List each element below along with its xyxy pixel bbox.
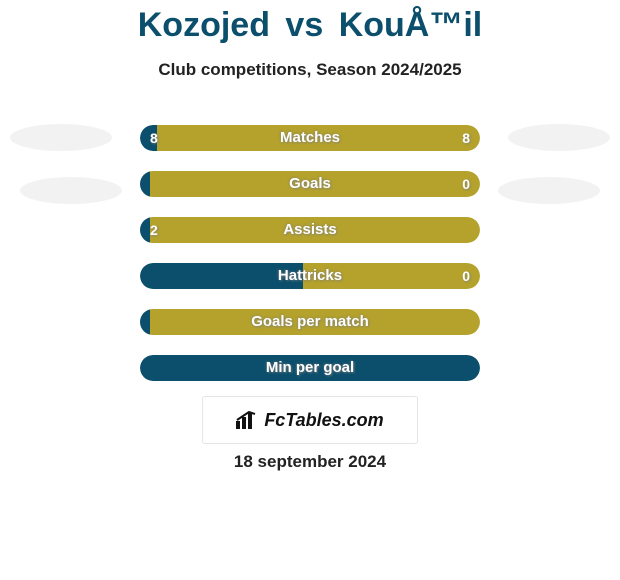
stat-bar-a	[140, 355, 480, 381]
title-team-b: KouÅ™il	[339, 6, 483, 44]
brand-box: FcTables.com	[203, 397, 417, 443]
stat-row-goals-per-match: Goals per match	[140, 309, 480, 335]
player-a-photo-1	[10, 124, 112, 151]
stat-row-assists: Assists2	[140, 217, 480, 243]
title-team-a: Kozojed	[138, 6, 270, 44]
subtitle: Club competitions, Season 2024/2025	[0, 60, 620, 80]
brand-text: FcTables.com	[264, 410, 383, 431]
stat-row-min-per-goal: Min per goal	[140, 355, 480, 381]
stat-bar-a	[140, 263, 303, 289]
footer-date: 18 september 2024	[0, 452, 620, 472]
stat-bar-a	[140, 217, 150, 243]
stat-row-matches: Matches88	[140, 125, 480, 151]
page-title: Kozojed vs KouÅ™il	[0, 6, 620, 45]
stat-bar-a	[140, 171, 150, 197]
stat-bar-b	[150, 309, 480, 335]
stat-bars: Matches88 Goals0 Assists2 Hattricks0 Goals p…	[140, 125, 480, 401]
brand-chart-icon	[236, 411, 258, 429]
stat-bar-b	[150, 171, 480, 197]
stat-row-hattricks: Hattricks0	[140, 263, 480, 289]
stat-bar-b	[157, 125, 480, 151]
title-vs: vs	[285, 6, 323, 44]
player-b-photo-2	[498, 177, 600, 204]
stat-bar-a	[140, 125, 157, 151]
player-b-photo-1	[508, 124, 610, 151]
stat-bar-a	[140, 309, 150, 335]
stat-bar-b	[150, 217, 480, 243]
player-a-photo-2	[20, 177, 122, 204]
stat-row-goals: Goals0	[140, 171, 480, 197]
stat-bar-b	[303, 263, 480, 289]
